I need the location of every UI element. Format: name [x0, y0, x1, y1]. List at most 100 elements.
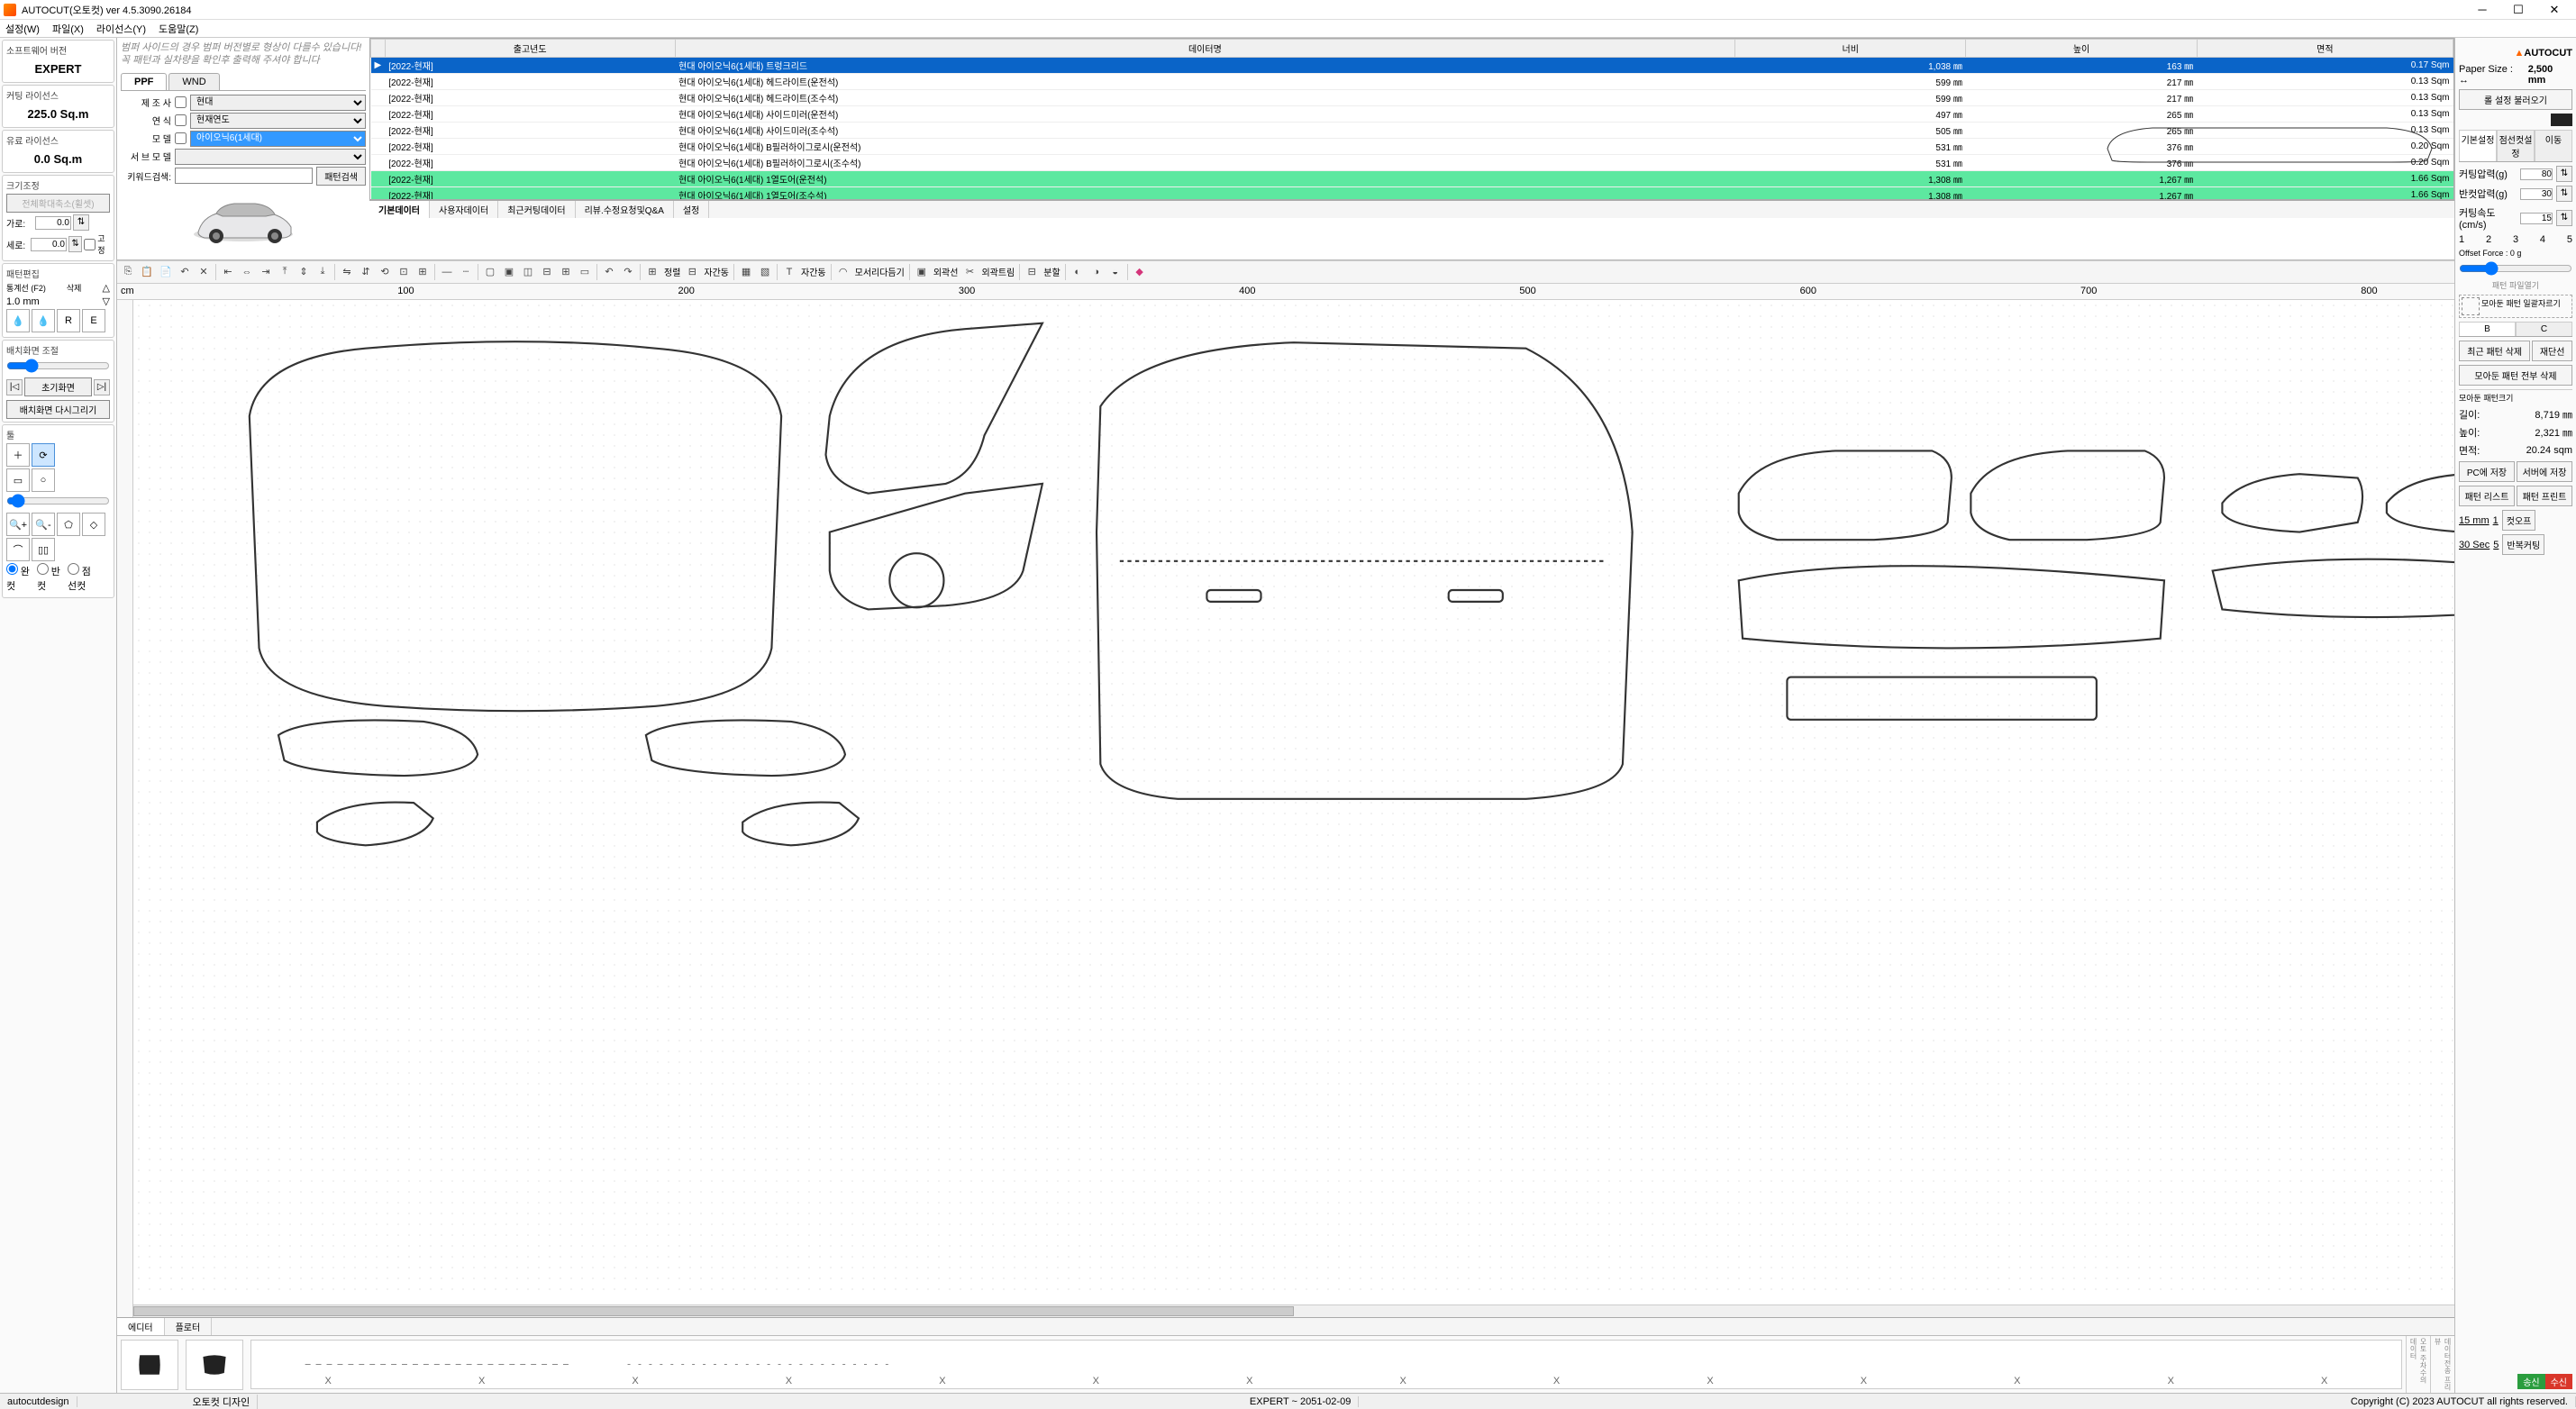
close-button[interactable]: ✕ — [2536, 0, 2572, 20]
tb-group2-icon[interactable]: ⊟ — [683, 263, 701, 281]
polygon-tool[interactable]: ⬠ — [57, 513, 80, 536]
cut-pressure-input[interactable] — [2520, 168, 2553, 180]
width-input[interactable] — [35, 216, 71, 230]
table-row[interactable]: [2022-현재]현대 아이오닉6(1세대) B필러하이그로시(운전석)531 … — [371, 139, 2453, 155]
tb-delete-icon[interactable]: ✕ — [195, 263, 213, 281]
repeat-n[interactable]: 5 — [2493, 540, 2499, 550]
tb-rotate-icon[interactable]: ⟲ — [376, 263, 394, 281]
subtab-user[interactable]: 사용자데이터 — [430, 201, 498, 218]
tb-round-icon[interactable]: ◠ — [834, 263, 852, 281]
cut-full-radio[interactable]: 완 컷 — [6, 563, 33, 593]
table-row[interactable]: [2022-현재]현대 아이오닉6(1세대) 1열도어(운전석)1,308 ㎜1… — [371, 171, 2453, 187]
tool-slider[interactable] — [6, 494, 110, 508]
table-row[interactable]: [2022-현재]현대 아이오닉6(1세대) 사이드미러(조수석)505 ㎜26… — [371, 123, 2453, 139]
cutoff-mm[interactable]: 15 mm — [2459, 515, 2490, 526]
tb-fit-icon[interactable]: ⊡ — [395, 263, 413, 281]
tb-rect5-icon[interactable]: ⊞ — [557, 263, 575, 281]
keyword-input[interactable] — [175, 168, 313, 184]
maker-select[interactable]: 현대 — [190, 95, 366, 111]
tb-rect4-icon[interactable]: ⊟ — [538, 263, 556, 281]
repeat-button[interactable]: 반복커팅 — [2502, 534, 2544, 555]
tb-rect1-icon[interactable]: ▢ — [481, 263, 499, 281]
half-pressure-input[interactable] — [2520, 188, 2553, 200]
cutoff-n[interactable]: 1 — [2493, 515, 2499, 526]
tb-misc1-icon[interactable]: ◐ — [1069, 263, 1087, 281]
menu-file[interactable]: 파일(X) — [52, 22, 84, 36]
subtab-review[interactable]: 리뷰.수정요청및Q&A — [576, 201, 674, 218]
cut-speed-input[interactable] — [2520, 213, 2553, 224]
drop-tool-2[interactable]: 💧 — [32, 309, 55, 332]
zoom-out-tool[interactable]: 🔍- — [32, 513, 55, 536]
recent-delete-button[interactable]: 최근 패턴 삭제 — [2459, 341, 2530, 361]
arc-tool[interactable]: ⌒ — [6, 538, 30, 561]
col-height[interactable]: 높이 — [1966, 40, 2197, 58]
tb-dash-icon[interactable]: ┄ — [457, 263, 475, 281]
tab-ppf[interactable]: PPF — [121, 73, 167, 90]
col-year[interactable]: 출고년도 — [385, 40, 675, 58]
cutline-button[interactable]: 재단선 — [2532, 341, 2572, 361]
tb-align-left-icon[interactable]: ⇤ — [219, 263, 237, 281]
table-row[interactable]: [2022-현재]현대 아이오닉6(1세대) 사이드미러(운전석)497 ㎜26… — [371, 106, 2453, 123]
table-row[interactable]: [2022-현재]현대 아이오닉6(1세대) 헤드라이트(운전석)599 ㎜21… — [371, 74, 2453, 90]
pattern-print-button[interactable]: 패턴 프린트 — [2517, 486, 2572, 506]
e-button[interactable]: E — [82, 309, 105, 332]
table-row[interactable]: [2022-현재]현대 아이오닉6(1세대) B필러하이그로시(조수석)531 … — [371, 155, 2453, 171]
tb-split-icon[interactable]: ⊟ — [1023, 263, 1041, 281]
maker-checkbox[interactable] — [175, 96, 187, 108]
tb-trim-icon[interactable]: ✂ — [960, 263, 979, 281]
tab-wnd[interactable]: WND — [168, 73, 219, 90]
save-pc-button[interactable]: PC에 저장 — [2459, 461, 2515, 482]
offset-slider[interactable] — [2459, 261, 2572, 276]
tb-text-icon[interactable]: T — [780, 263, 798, 281]
tb-layer2-icon[interactable]: ▧ — [756, 263, 774, 281]
tb-copy-icon[interactable]: ⎘ — [119, 263, 137, 281]
rtab-basic[interactable]: 기본설정 — [2459, 130, 2497, 161]
tb-rect2-icon[interactable]: ▣ — [500, 263, 518, 281]
drop-tool-1[interactable]: 💧 — [6, 309, 30, 332]
search-button[interactable]: 패턴검색 — [316, 167, 366, 186]
tb-align-right-icon[interactable]: ⇥ — [257, 263, 275, 281]
tb-flip-h-icon[interactable]: ⇋ — [338, 263, 356, 281]
canvas-area[interactable]: cm 100 200 300 400 500 600 700 800 — [117, 284, 2454, 1317]
preview-thumb-1[interactable] — [121, 1340, 178, 1390]
cutoff-button[interactable]: 컷오프 — [2502, 510, 2536, 531]
cut-half-radio[interactable]: 반 컷 — [37, 563, 64, 593]
repeat-sec[interactable]: 30 Sec — [2459, 540, 2490, 550]
height-input[interactable] — [31, 238, 67, 251]
tb-paste-icon[interactable]: 📋 — [138, 263, 156, 281]
tb-color-icon[interactable]: ◆ — [1131, 263, 1149, 281]
cut-dotted-radio[interactable]: 점선컷 — [68, 563, 95, 593]
tab-plotter[interactable]: 플로터 — [165, 1318, 213, 1335]
table-row[interactable]: ▶[2022-현재]현대 아이오닉6(1세대) 트렁크리드1,038 ㎜163 … — [371, 58, 2453, 74]
init-view-button[interactable]: 초기화면 — [24, 377, 92, 396]
up-arrow-icon[interactable]: △ — [103, 282, 110, 294]
clear-all-button[interactable]: 모아둔 패턴 전부 삭제 — [2459, 365, 2572, 386]
view-zoom-slider[interactable] — [6, 359, 110, 373]
tb-rect6-icon[interactable]: ▭ — [576, 263, 594, 281]
height-lock-icon[interactable]: ⇅ — [68, 236, 82, 252]
load-roll-button[interactable]: 롤 설정 불러오기 — [2459, 89, 2572, 110]
menu-settings[interactable]: 설정(W) — [5, 22, 40, 36]
view-next-button[interactable]: ▷| — [94, 379, 110, 395]
tb-paste2-icon[interactable]: 📄 — [157, 263, 175, 281]
tb-outline-icon[interactable]: ▣ — [913, 263, 931, 281]
tb-crop-icon[interactable]: ⊞ — [414, 263, 432, 281]
model-checkbox[interactable] — [175, 132, 187, 144]
preview-thumb-2[interactable] — [186, 1340, 243, 1390]
model-select[interactable]: 아이오닉6(1세대) — [190, 131, 366, 147]
subtab-basic[interactable]: 기본데이터 — [369, 201, 430, 218]
submodel-select[interactable] — [175, 149, 366, 165]
split-tool[interactable]: ▯▯ — [32, 538, 55, 561]
col-width[interactable]: 너비 — [1735, 40, 1966, 58]
year-checkbox[interactable] — [175, 114, 187, 126]
maximize-button[interactable]: ☐ — [2500, 0, 2536, 20]
tb-align-bot-icon[interactable]: ⤓ — [314, 263, 332, 281]
tb-undo2-icon[interactable]: ↶ — [600, 263, 618, 281]
horizontal-scrollbar[interactable] — [133, 1304, 2454, 1317]
tab-editor[interactable]: 에디터 — [117, 1318, 165, 1335]
subtab-settings[interactable]: 설정 — [674, 201, 709, 218]
cut-pressure-stepper[interactable]: ⇅ — [2556, 166, 2572, 182]
tb-align-top-icon[interactable]: ⤒ — [276, 263, 294, 281]
half-pressure-stepper[interactable]: ⇅ — [2556, 186, 2572, 202]
shape-tool[interactable]: ◇ — [82, 513, 105, 536]
